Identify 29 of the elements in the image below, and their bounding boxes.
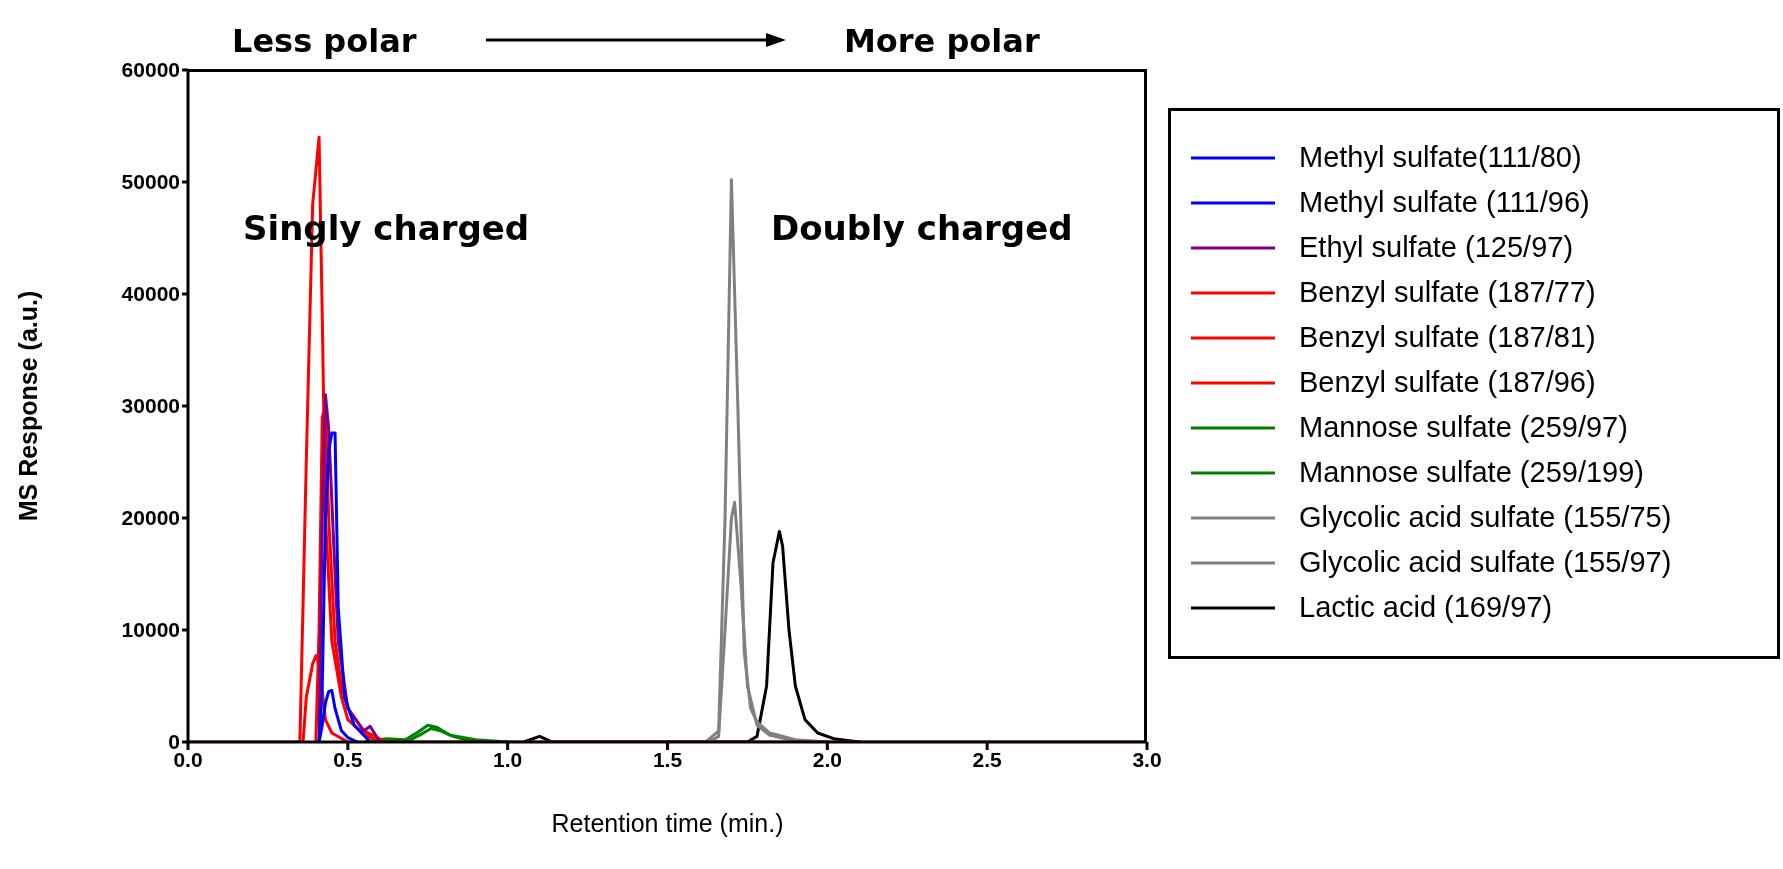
x-tick-label: 2.5 [972,747,1003,771]
legend-label: Mannose sulfate (259/199) [1299,456,1644,489]
x-tick-label: 0.5 [333,747,363,771]
annotation: Doubly charged [771,208,1073,248]
y-tick-label: 60000 [121,58,180,82]
x-tick-label: 2.0 [812,747,842,771]
y-tick-label: 20000 [121,506,180,530]
legend-label: Benzyl sulfate (187/81) [1299,321,1596,354]
y-tick-label: 50000 [121,170,180,194]
x-tick-label: 1.0 [493,747,523,771]
legend-label: Mannose sulfate (259/97) [1299,411,1628,444]
legend-label: Methyl sulfate(111/80) [1299,141,1582,174]
text: More polar [844,22,1040,60]
legend-label: Glycolic acid sulfate (155/75) [1299,501,1672,534]
x-axis-title: Retention time (min.) [551,809,784,837]
legend-label: Benzyl sulfate (187/77) [1299,276,1596,309]
legend-label: Benzyl sulfate (187/96) [1299,366,1596,399]
y-tick-label: 30000 [121,394,180,418]
x-tick-label: 3.0 [1132,747,1162,771]
legend-label: Ethyl sulfate (125/97) [1299,231,1574,264]
x-tick-label: 1.5 [652,747,683,771]
y-axis-title: MS Response (a.u.) [13,290,42,522]
legend-label: Glycolic acid sulfate (155/97) [1299,546,1672,579]
legend-label: Methyl sulfate (111/96) [1299,186,1590,219]
y-tick-label: 10000 [121,618,180,642]
text: Less polar [232,22,417,60]
y-tick-label: 0 [168,730,180,754]
y-tick-label: 40000 [121,282,180,306]
legend-label: Lactic acid (169/97) [1299,591,1553,624]
